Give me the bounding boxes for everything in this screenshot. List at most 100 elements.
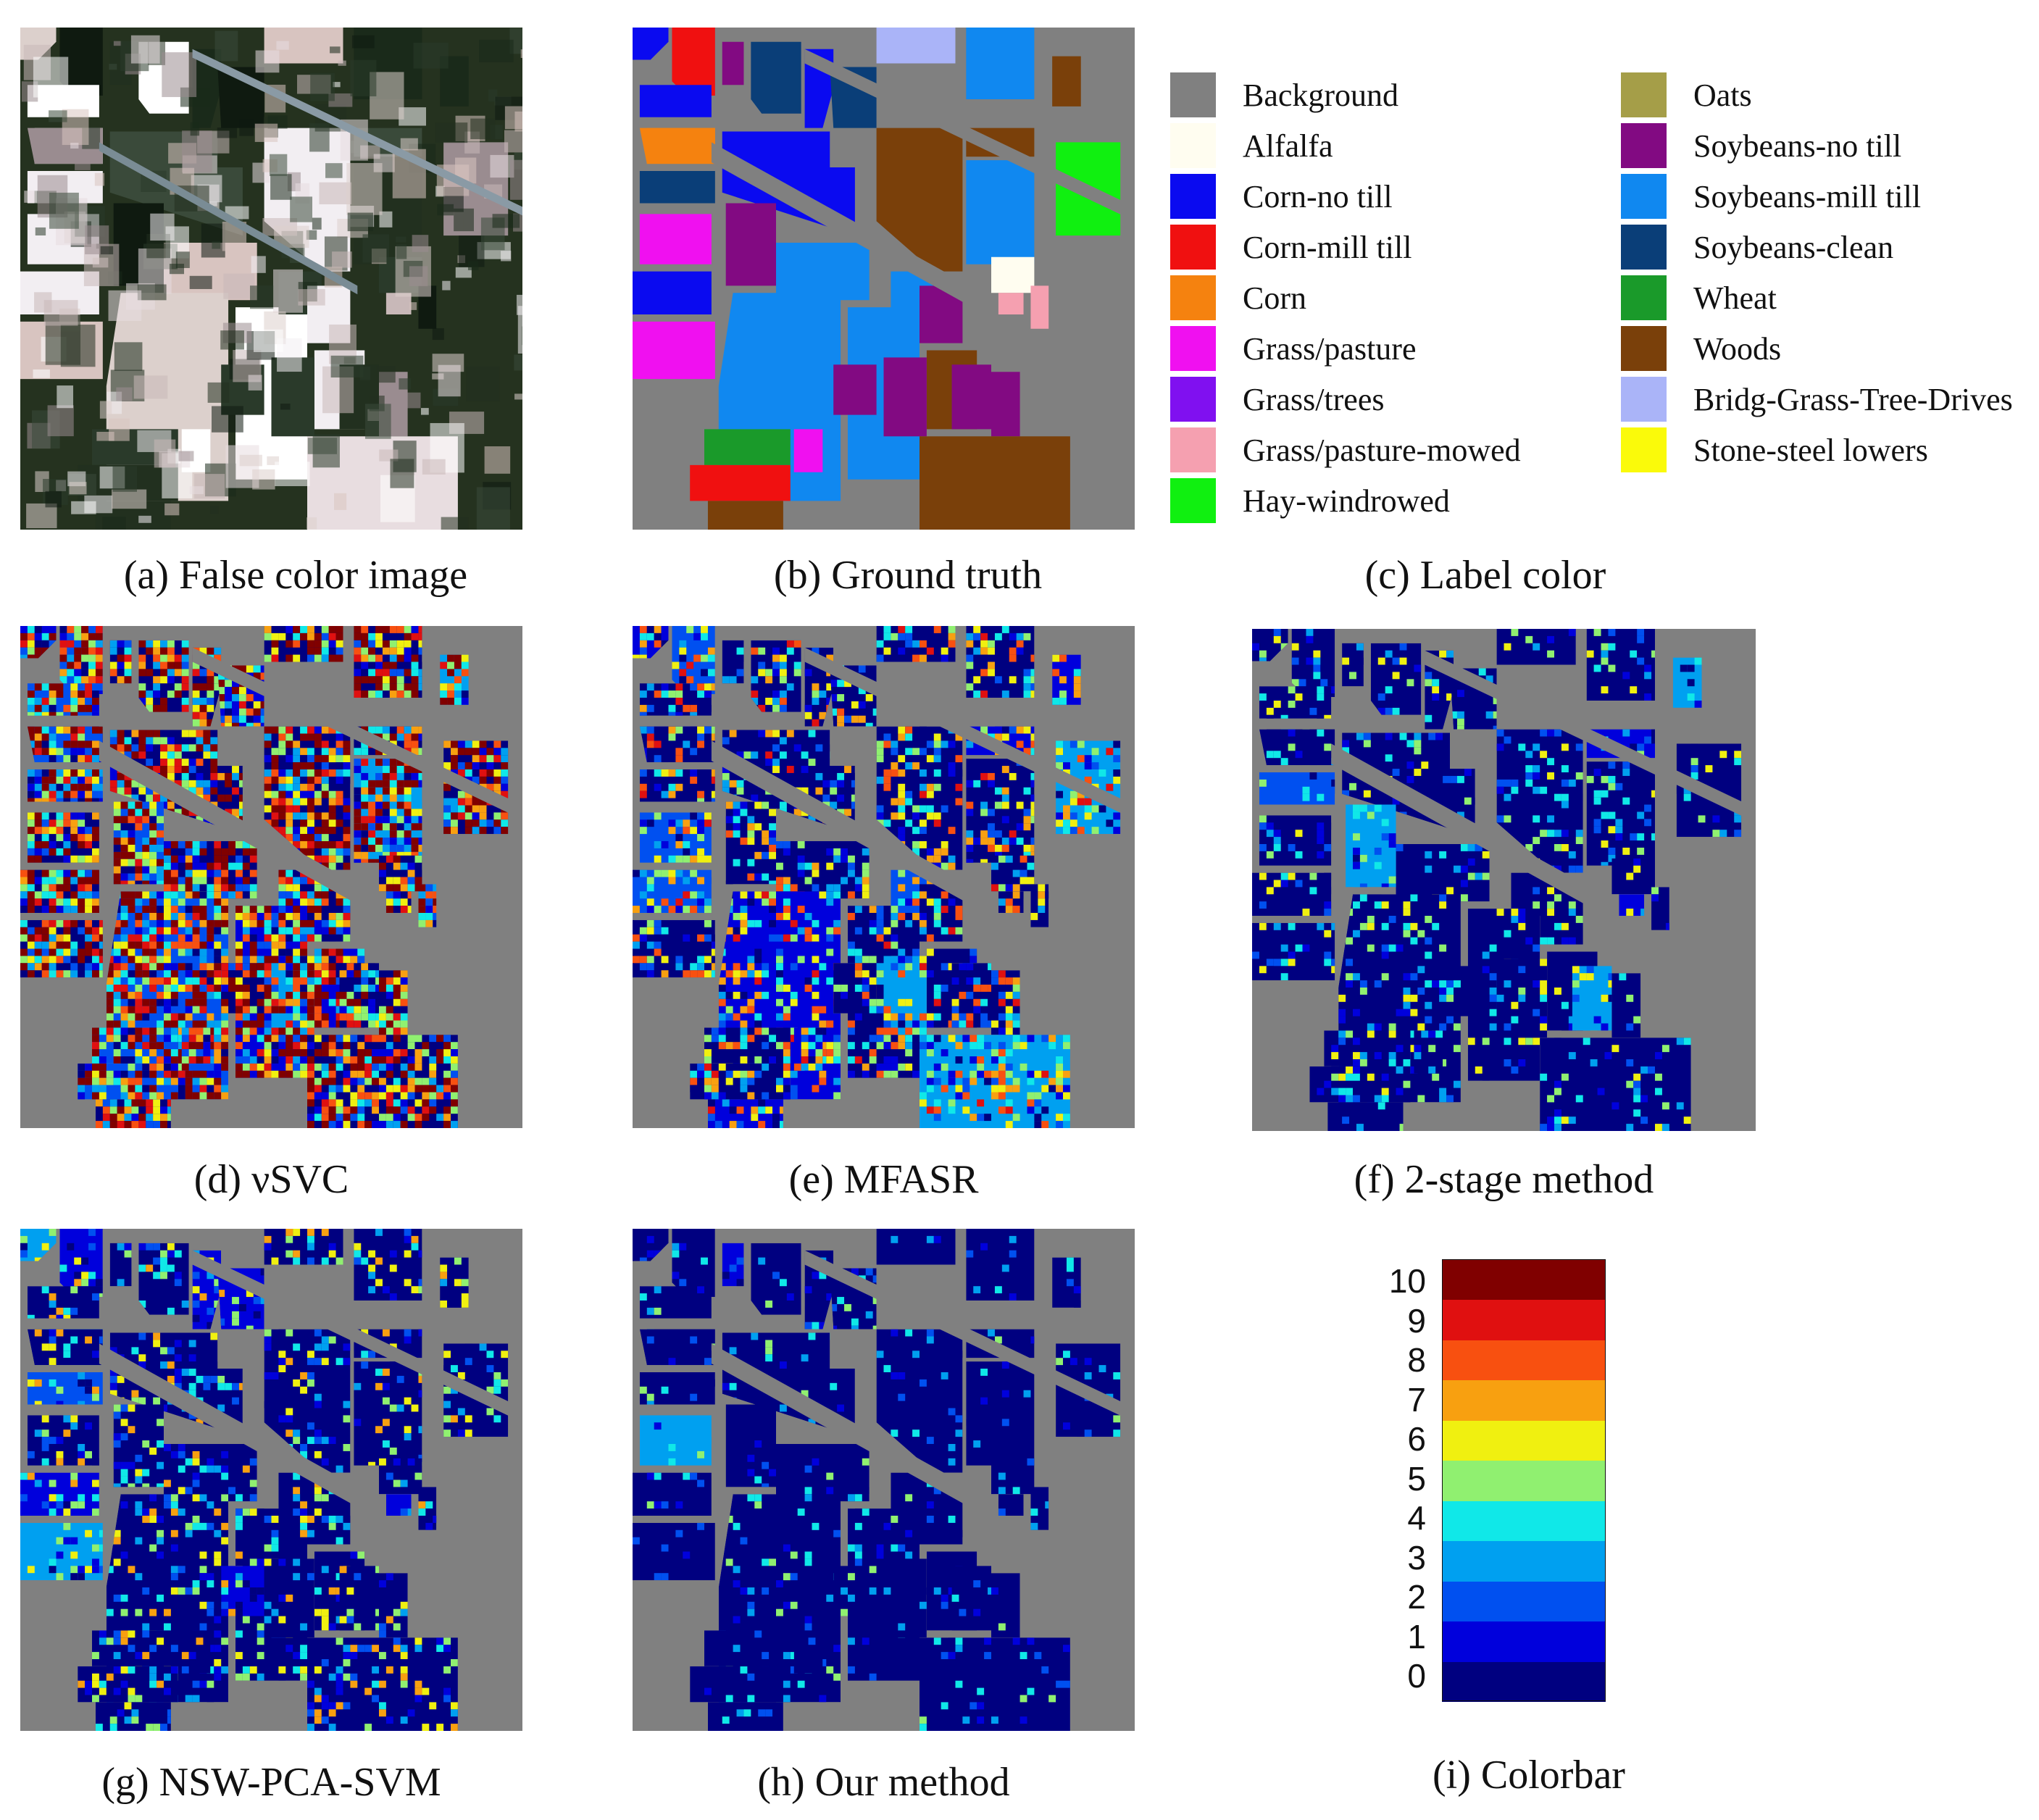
error-pixel: [400, 862, 408, 870]
error-pixel: [819, 1077, 827, 1085]
error-pixel: [704, 1049, 712, 1056]
error-pixel: [833, 1056, 841, 1064]
error-pixel: [675, 963, 683, 971]
error-pixel: [1023, 633, 1031, 640]
error-pixel: [264, 755, 272, 763]
error-pixel: [113, 970, 121, 978]
error-pixel: [379, 1077, 386, 1085]
error-pixel: [690, 769, 698, 777]
error-pixel: [167, 766, 175, 773]
error-pixel: [85, 1070, 92, 1078]
error-pixel: [951, 1020, 959, 1028]
legend-swatch: [1170, 478, 1216, 523]
error-pixel: [78, 812, 86, 820]
error-pixel: [271, 790, 279, 798]
error-pixel: [117, 647, 125, 655]
error-pixel: [339, 970, 347, 978]
error-pixel: [639, 748, 647, 756]
error-pixel: [343, 740, 351, 748]
error-pixel: [751, 698, 759, 705]
error-pixel: [822, 794, 830, 802]
error-pixel: [661, 626, 669, 633]
error-pixel: [393, 1013, 401, 1021]
error-pixel: [418, 726, 422, 734]
error-pixel: [354, 838, 362, 845]
error-pixel: [786, 683, 794, 691]
error-pixel: [321, 991, 329, 999]
error-pixel: [436, 1049, 444, 1056]
error-pixel: [980, 998, 988, 1006]
error-pixel: [181, 1042, 189, 1050]
error-pixel: [181, 816, 189, 824]
error-pixel: [977, 1035, 985, 1043]
error-pixel: [314, 834, 322, 841]
error-pixel: [106, 970, 114, 978]
error-pixel: [99, 1027, 107, 1035]
error-pixel: [41, 812, 49, 820]
error-pixel: [1063, 762, 1070, 769]
error-pixel: [113, 941, 121, 949]
error-pixel: [27, 934, 35, 942]
error-pixel: [235, 869, 243, 877]
error-pixel: [804, 934, 812, 942]
error-pixel: [361, 787, 369, 795]
error-pixel: [854, 1035, 862, 1043]
error-pixel: [991, 1020, 998, 1028]
error-pixel: [264, 654, 272, 662]
error-pixel: [654, 626, 662, 633]
error-pixel: [199, 898, 207, 906]
error-pixel: [690, 711, 698, 716]
error-pixel: [654, 869, 662, 877]
error-pixel: [300, 841, 307, 848]
error-pixel: [49, 740, 57, 748]
error-pixel: [400, 1013, 408, 1021]
error-pixel: [300, 1070, 307, 1078]
error-pixel: [375, 759, 383, 767]
error-pixel: [278, 776, 286, 784]
error-pixel: [238, 787, 243, 795]
error-pixel: [733, 823, 741, 831]
error-pixel: [124, 780, 132, 788]
error-pixel: [131, 737, 139, 745]
error-pixel: [343, 1042, 351, 1050]
error-pixel: [343, 1085, 351, 1093]
error-pixel: [988, 838, 995, 845]
error-pixel: [479, 755, 487, 763]
error-pixel: [113, 1049, 121, 1056]
error-pixel: [49, 934, 57, 942]
texture-patch: [276, 41, 289, 50]
error-pixel: [461, 698, 469, 705]
error-pixel: [99, 798, 103, 802]
error-pixel: [225, 680, 233, 688]
error-pixel: [153, 1106, 161, 1114]
error-pixel: [207, 898, 214, 906]
error-pixel: [131, 751, 139, 759]
error-pixel: [654, 783, 662, 791]
error-pixel: [264, 1049, 272, 1056]
texture-patch: [504, 106, 522, 130]
error-pixel: [113, 1070, 121, 1078]
error-pixel: [382, 801, 390, 809]
error-pixel: [196, 751, 204, 759]
error-pixel: [278, 913, 286, 920]
field-error-region: [639, 726, 715, 763]
error-pixel: [783, 898, 791, 906]
error-pixel: [293, 1035, 301, 1043]
error-pixel: [34, 740, 42, 748]
error-pixel: [271, 977, 279, 985]
error-pixel: [271, 941, 279, 949]
error-pixel: [368, 726, 376, 734]
error-pixel: [883, 927, 891, 935]
error-pixel: [34, 898, 42, 906]
error-pixel: [461, 669, 469, 677]
texture-patch: [409, 266, 428, 287]
error-pixel: [966, 859, 974, 863]
legend-swatch: [1621, 275, 1667, 320]
error-pixel: [837, 809, 845, 817]
error-pixel: [966, 1020, 974, 1028]
error-pixel: [70, 906, 78, 913]
error-pixel: [293, 941, 301, 949]
error-pixel: [472, 798, 480, 806]
error-pixel: [690, 827, 698, 835]
error-pixel: [385, 884, 393, 892]
